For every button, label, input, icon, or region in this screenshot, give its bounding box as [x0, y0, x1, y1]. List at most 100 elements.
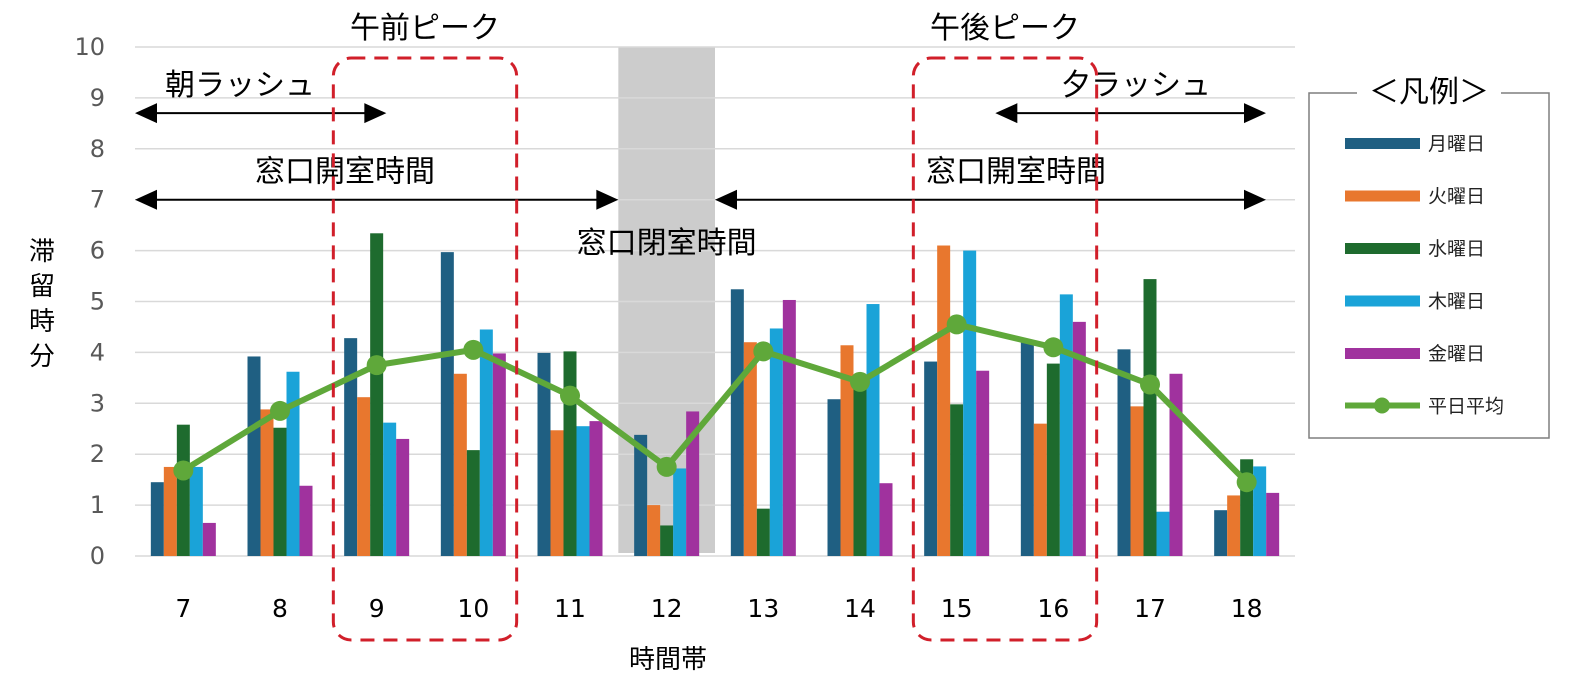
bar [647, 505, 661, 556]
y-tick-label: 9 [90, 84, 105, 112]
average-point [366, 355, 387, 376]
bar [950, 404, 964, 556]
y-axis-label-char: 滞 [29, 237, 55, 267]
bar [1169, 373, 1183, 556]
bar [176, 424, 190, 556]
arrow-label: 窓口開室時間 [255, 155, 435, 190]
bar [189, 466, 203, 556]
x-tick-label: 13 [747, 594, 779, 623]
bar [537, 352, 551, 556]
average-point [946, 314, 967, 335]
x-tick-label: 9 [369, 594, 385, 623]
arrow-head-left [135, 189, 157, 210]
closed-hours-band [618, 47, 715, 553]
y-tick-label: 6 [90, 237, 105, 265]
bar [202, 522, 216, 556]
arrow-head-right [1244, 189, 1266, 210]
y-tick-label: 0 [90, 542, 105, 570]
legend-label: 水曜日 [1428, 238, 1485, 260]
bar [344, 338, 358, 556]
bar [660, 525, 674, 556]
x-axis-ticks: 7 8 9 10 11 12 13 14 15 16 17 18 [175, 594, 1262, 623]
legend-swatch [1345, 138, 1420, 149]
bar [1033, 423, 1047, 556]
bar [299, 485, 313, 556]
closed-hours-label: 窓口閉室時間 [577, 226, 757, 261]
peak-label: 午後ピーク [930, 11, 1080, 46]
bar [673, 468, 687, 556]
bar [589, 421, 603, 556]
arrow-label: 夕ラッシュ [1061, 68, 1211, 103]
legend-swatch [1345, 190, 1420, 202]
legend-title: ＜凡例＞ [1369, 75, 1489, 110]
bar [1046, 363, 1060, 556]
peak-box [911, 56, 1099, 642]
bar [686, 411, 700, 556]
x-tick-label: 12 [651, 594, 683, 623]
bar [286, 371, 300, 556]
x-tick-label: 17 [1134, 594, 1166, 623]
bar [1156, 511, 1170, 556]
gridlines [135, 46, 1295, 557]
average-point [753, 341, 774, 362]
bar [1266, 492, 1280, 556]
y-tick-label: 8 [90, 135, 105, 163]
x-tick-label: 16 [1037, 594, 1069, 623]
bar [357, 397, 371, 556]
x-tick-label: 15 [941, 594, 973, 623]
x-tick-label: 7 [175, 594, 191, 623]
bar [550, 430, 564, 556]
bar [563, 351, 577, 556]
bar [163, 466, 177, 556]
bar [370, 233, 384, 556]
average-point [270, 400, 290, 421]
bar [1214, 510, 1228, 556]
legend-marker [1374, 397, 1390, 414]
x-tick-label: 18 [1231, 594, 1263, 623]
bar [853, 388, 867, 556]
y-tick-label: 2 [90, 440, 105, 468]
legend-label: 月曜日 [1428, 133, 1485, 155]
bar [924, 361, 938, 556]
bar [1143, 279, 1157, 556]
arrow-head-right [364, 103, 387, 124]
y-axis-label-char: 分 [29, 342, 55, 372]
legend-label: 木曜日 [1428, 291, 1485, 313]
y-tick-label: 7 [90, 186, 105, 214]
bar [576, 426, 590, 556]
arrow-head-right [1244, 103, 1266, 124]
x-axis-label: 時間帯 [629, 645, 707, 675]
bar [866, 304, 880, 556]
legend-title-bg [1357, 75, 1501, 109]
arrow-head-left [135, 103, 157, 124]
closed-band [618, 47, 715, 553]
average-point [463, 339, 484, 360]
x-tick-label: 14 [844, 594, 876, 623]
average-series-line [181, 321, 1249, 485]
arrow-label: 窓口開室時間 [926, 155, 1106, 190]
bar [1130, 406, 1144, 556]
y-axis-label-char: 時 [29, 307, 55, 337]
y-axis-ticks: 0 1 2 3 4 5 6 7 8 9 10 [74, 33, 105, 570]
bar [1253, 466, 1267, 556]
bar [730, 289, 744, 556]
bar [937, 245, 951, 556]
legend-swatch [1345, 295, 1420, 307]
y-tick-label: 3 [90, 389, 105, 417]
average-point [560, 385, 580, 406]
arrow-head-left [995, 103, 1018, 124]
arrow-head-right [596, 189, 619, 210]
bar [1072, 321, 1086, 556]
bar [827, 399, 841, 556]
average-point [656, 456, 677, 477]
bar [976, 370, 990, 556]
bar [479, 329, 493, 556]
bar [769, 328, 783, 556]
peak-box [331, 56, 519, 642]
bar [396, 438, 410, 556]
bar [1227, 495, 1241, 556]
average-point [1140, 374, 1160, 395]
bar [492, 353, 506, 556]
x-tick-label: 8 [272, 594, 288, 623]
legend-label: 金曜日 [1428, 343, 1485, 365]
